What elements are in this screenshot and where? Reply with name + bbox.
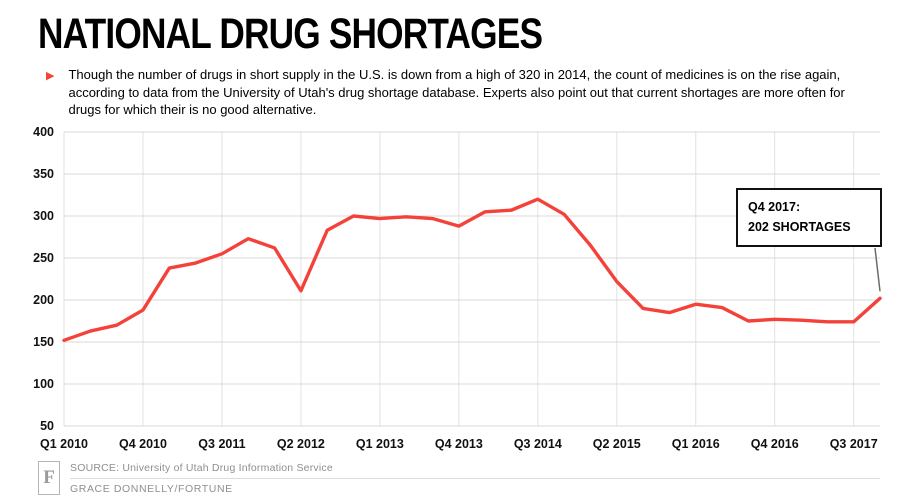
credit-text: GRACE DONNELLY/FORTUNE xyxy=(70,483,233,495)
fortune-logo: F xyxy=(38,461,60,495)
y-tick-label: 350 xyxy=(33,167,54,181)
chart-canvas: 400 350 300 250 200 150 100 50 Q1 2010 Q4 2010 Q3 … xyxy=(33,125,882,451)
x-tick-label: Q2 2012 xyxy=(277,437,325,451)
x-tick-label: Q2 2015 xyxy=(593,437,641,451)
y-tick-label: 200 xyxy=(33,293,54,307)
line-chart: 400 350 300 250 200 150 100 50 Q1 2010 Q4 2010 Q3 … xyxy=(2,124,898,454)
footer-divider xyxy=(70,478,880,479)
intro-block: ▶ Though the number of drugs in short su… xyxy=(46,66,900,118)
x-tick-label: Q4 2016 xyxy=(751,437,799,451)
annotation-quarter: Q4 2017: xyxy=(748,200,801,215)
intro-text: Though the number of drugs in short supp… xyxy=(68,67,845,117)
y-tick-label: 250 xyxy=(33,251,54,265)
footer-text: SOURCE: University of Utah Drug Informat… xyxy=(70,461,880,496)
annotation-callout: Q4 2017: 202 SHORTAGES xyxy=(736,188,882,248)
x-tick-label: Q1 2013 xyxy=(356,437,404,451)
pointer-triangle-icon: ▶ xyxy=(46,70,55,83)
x-tick-label: Q3 2011 xyxy=(198,437,245,451)
y-tick-label: 300 xyxy=(33,209,54,223)
source-text: SOURCE: University of Utah Drug Informat… xyxy=(70,462,333,474)
x-tick-label: Q3 2017 xyxy=(830,437,878,451)
x-tick-label: Q3 2014 xyxy=(514,437,562,451)
x-tick-label: Q4 2013 xyxy=(435,437,483,451)
callout-connector xyxy=(874,248,881,292)
y-tick-label: 50 xyxy=(40,419,54,433)
x-tick-label: Q1 2010 xyxy=(40,437,88,451)
footer: F SOURCE: University of Utah Drug Inform… xyxy=(38,461,880,496)
page-title: NATIONAL DRUG SHORTAGES xyxy=(38,10,543,58)
x-tick-label: Q4 2010 xyxy=(119,437,167,451)
y-tick-label: 150 xyxy=(33,335,54,349)
y-tick-label: 100 xyxy=(33,377,54,391)
x-tick-label: Q1 2016 xyxy=(672,437,720,451)
annotation-value: 202 SHORTAGES xyxy=(748,219,851,234)
y-tick-label: 400 xyxy=(33,125,54,139)
shortages-line xyxy=(62,197,882,343)
